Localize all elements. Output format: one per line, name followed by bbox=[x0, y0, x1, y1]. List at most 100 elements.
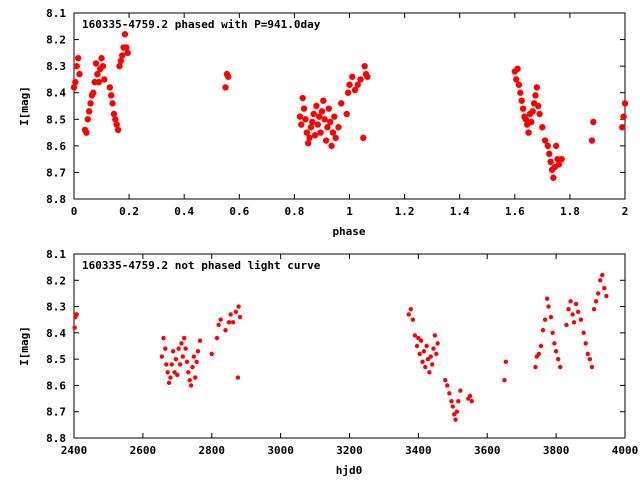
phased-data-point bbox=[307, 124, 315, 131]
unphased-data-point bbox=[209, 351, 214, 357]
unphased-data-point bbox=[183, 346, 188, 351]
phased-data-point bbox=[325, 105, 333, 112]
phased-data-point bbox=[338, 100, 345, 107]
unphased-data-point bbox=[548, 314, 554, 320]
unphased-x-tick-label: 2600 bbox=[130, 444, 157, 457]
unphased-data-point bbox=[555, 356, 561, 362]
unphased-ticks: 2400 2600 2800 3000 3200 3400 3600 3800 4000 8.1 8… bbox=[46, 248, 638, 457]
phased-data-point bbox=[107, 92, 115, 99]
unphased-data-point bbox=[583, 341, 588, 346]
unphased-data-point bbox=[424, 343, 429, 349]
unphased-data-point bbox=[175, 372, 180, 378]
phased-data-point bbox=[306, 134, 313, 142]
unphased-data-point bbox=[235, 375, 241, 380]
phased-data-point bbox=[512, 76, 520, 83]
unphased-data-point bbox=[604, 293, 609, 299]
unphased-x-tick-label: 2400 bbox=[61, 444, 88, 457]
unphased-data-point bbox=[454, 409, 460, 414]
unphased-data-point bbox=[553, 349, 559, 354]
phased-x-axis-title: phase bbox=[332, 225, 365, 238]
unphased-data-point bbox=[423, 364, 428, 370]
phased-data-point bbox=[84, 116, 91, 123]
unphased-data-point bbox=[568, 299, 573, 304]
unphased-data-point bbox=[190, 364, 195, 370]
phased-data-point bbox=[117, 57, 125, 65]
phased-data-point bbox=[324, 124, 331, 131]
unphased-data-point bbox=[564, 322, 569, 328]
unphased-data-point bbox=[414, 343, 420, 349]
phased-y-tick-label: 8.1 bbox=[46, 7, 66, 20]
phased-panel: 160335-4759.2 phased with P=941.0day pha… bbox=[18, 7, 628, 238]
phased-data-point bbox=[620, 113, 627, 120]
phased-y-tick-label: 8.5 bbox=[46, 113, 66, 126]
phased-data-point bbox=[528, 118, 535, 126]
unphased-data-point bbox=[191, 354, 197, 359]
unphased-data-point bbox=[228, 312, 233, 317]
unphased-data-point bbox=[503, 359, 509, 364]
phased-y-tick-label: 8.7 bbox=[46, 166, 66, 179]
phased-data-point bbox=[101, 76, 108, 83]
phased-x-tick-label: 1.4 bbox=[450, 205, 470, 218]
unphased-data-point bbox=[469, 399, 474, 404]
phased-data-point bbox=[310, 110, 317, 118]
phased-data-point bbox=[320, 97, 327, 104]
phased-data-point bbox=[95, 78, 102, 86]
unphased-data-point bbox=[453, 417, 458, 422]
phased-data-point bbox=[302, 116, 309, 123]
unphased-data-point bbox=[164, 362, 169, 367]
phased-data-point bbox=[94, 70, 101, 78]
phased-data-point bbox=[349, 73, 356, 80]
unphased-y-axis-title: I[mag] bbox=[18, 326, 31, 366]
phased-data-point bbox=[116, 62, 123, 70]
unphased-data-point bbox=[425, 356, 431, 362]
phased-data-point bbox=[121, 31, 129, 38]
unphased-data-point bbox=[591, 307, 597, 312]
phased-data-point bbox=[328, 142, 335, 150]
phased-data-point bbox=[222, 84, 229, 91]
phased-data-point bbox=[83, 129, 90, 136]
unphased-data-point bbox=[418, 338, 424, 343]
unphased-points bbox=[72, 272, 609, 422]
phased-points bbox=[70, 31, 629, 181]
phased-y-tick-label: 8.2 bbox=[46, 34, 66, 47]
unphased-y-tick-label: 8.7 bbox=[46, 406, 66, 419]
unphased-data-point bbox=[566, 307, 571, 312]
unphased-data-point bbox=[187, 377, 192, 383]
phased-data-point bbox=[113, 121, 120, 128]
phased-y-tick-label: 8.6 bbox=[46, 140, 66, 153]
unphased-data-point bbox=[536, 351, 542, 357]
phased-data-point bbox=[92, 60, 100, 67]
unphased-data-point bbox=[233, 309, 239, 315]
phased-data-point bbox=[343, 110, 350, 118]
unphased-data-point bbox=[188, 383, 194, 388]
unphased-data-point bbox=[421, 349, 427, 354]
unphased-data-point bbox=[176, 346, 181, 351]
phased-data-point bbox=[525, 129, 532, 136]
phased-data-point bbox=[98, 54, 105, 62]
phased-data-point bbox=[360, 134, 367, 142]
phased-data-point bbox=[519, 105, 527, 112]
unphased-data-point bbox=[435, 341, 440, 346]
unphased-data-point bbox=[432, 333, 438, 338]
phased-data-point bbox=[90, 89, 97, 96]
phased-data-point bbox=[357, 76, 364, 83]
phased-data-point bbox=[318, 108, 326, 115]
unphased-x-tick-label: 3000 bbox=[267, 444, 294, 457]
phased-y-tick-label: 8.3 bbox=[46, 60, 66, 73]
unphased-data-point bbox=[502, 377, 507, 383]
unphased-panel-title: 160335-4759.2 not phased light curve bbox=[82, 259, 321, 272]
phased-data-point bbox=[296, 113, 304, 120]
phased-x-tick-label: 1 bbox=[346, 205, 353, 218]
unphased-data-point bbox=[420, 359, 425, 364]
phased-data-point bbox=[109, 100, 116, 107]
unphased-data-point bbox=[443, 377, 448, 383]
unphased-y-tick-label: 8.5 bbox=[46, 353, 66, 366]
phased-data-point bbox=[106, 84, 114, 91]
unphased-y-tick-label: 8.8 bbox=[46, 432, 66, 445]
phased-x-tick-label: 2 bbox=[622, 205, 629, 218]
phased-data-point bbox=[344, 89, 352, 96]
phased-data-point bbox=[331, 113, 338, 120]
phased-data-point bbox=[546, 150, 553, 158]
phased-data-point bbox=[119, 52, 126, 59]
unphased-panel: 160335-4759.2 not phased light curve hjd… bbox=[18, 248, 638, 477]
